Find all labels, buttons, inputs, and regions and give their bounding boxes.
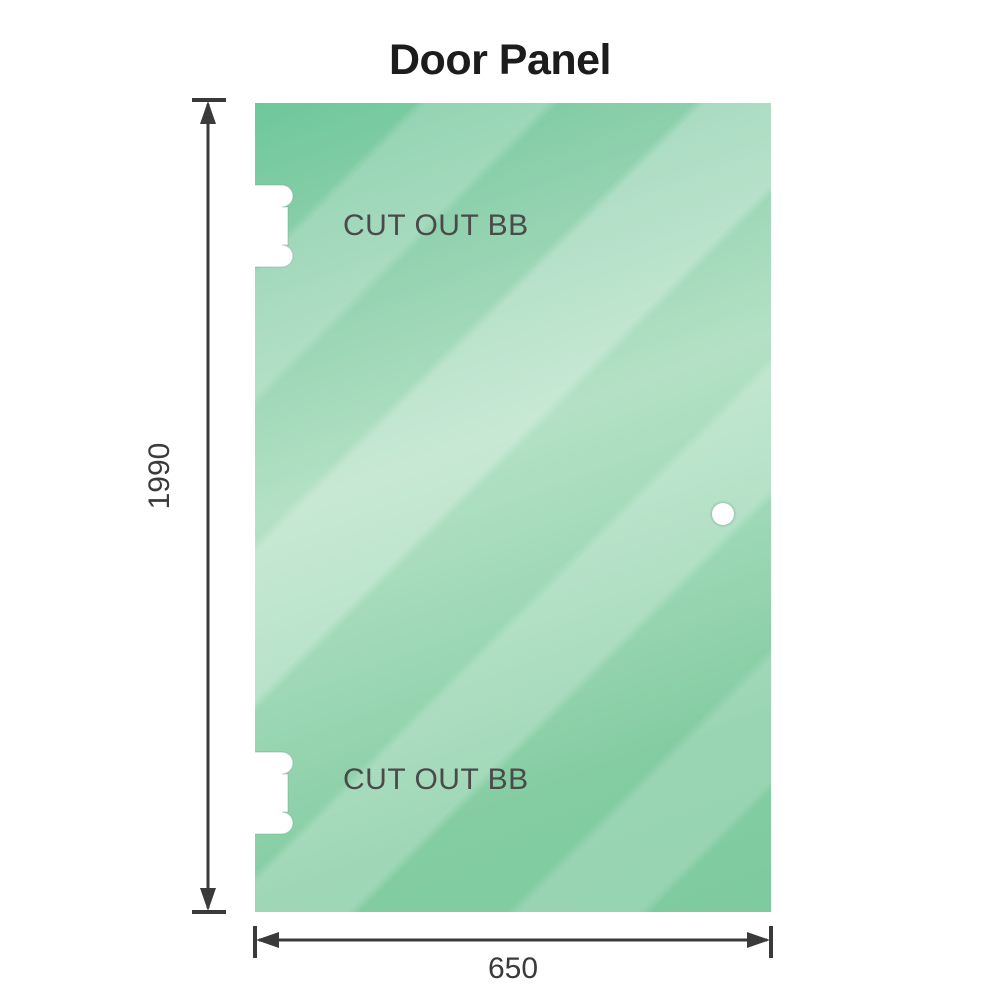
hinge-cutout-top (255, 183, 301, 269)
handle-hole (712, 503, 734, 525)
cutout-label-top: CUT OUT BB (343, 209, 529, 242)
hinge-cutout-bottom-shape (255, 751, 294, 835)
dimension-width-value: 650 (487, 952, 539, 985)
hinge-cutout-bottom (255, 750, 301, 836)
cutout-label-bottom: CUT OUT BB (343, 763, 529, 796)
dimension-width (253, 926, 773, 958)
dimension-height (192, 98, 226, 914)
glass-surface (255, 103, 771, 912)
hinge-cutout-top-shape (255, 184, 294, 268)
door-panel (255, 103, 771, 912)
page-title: Door Panel (389, 36, 612, 84)
dimension-height-value: 1990 (143, 442, 176, 510)
